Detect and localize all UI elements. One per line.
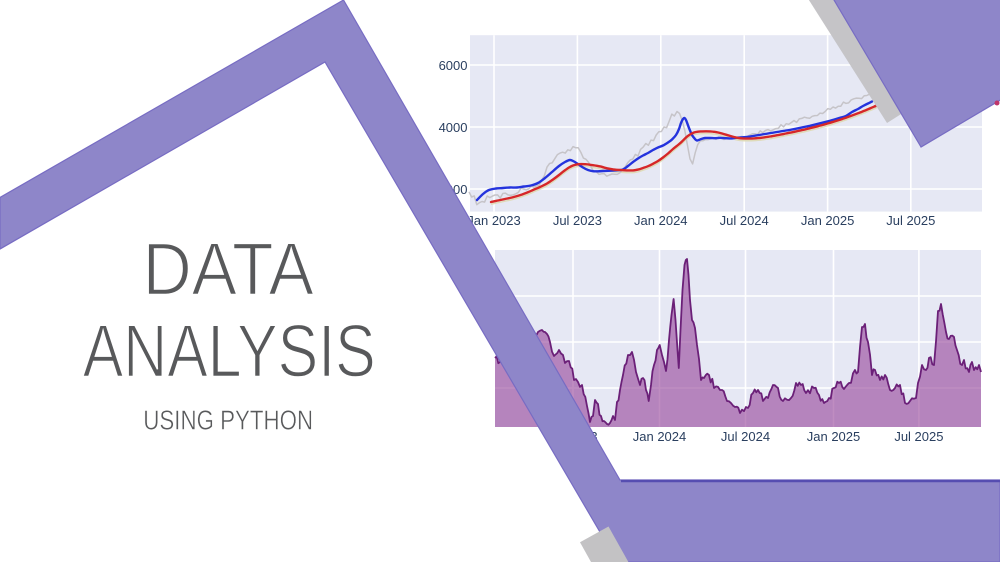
- svg-text:Jan 2023: Jan 2023: [467, 213, 521, 228]
- svg-text:USING PYTHON: USING PYTHON: [143, 405, 313, 436]
- svg-text:Jul 2024: Jul 2024: [720, 213, 769, 228]
- svg-text:Jul 2025: Jul 2025: [894, 429, 943, 444]
- svg-text:Jul 2023: Jul 2023: [553, 213, 602, 228]
- svg-text:Jan 2024: Jan 2024: [633, 429, 687, 444]
- svg-text:4000: 4000: [439, 120, 468, 135]
- svg-text:Jan 2025: Jan 2025: [807, 429, 861, 444]
- svg-text:Jan 2024: Jan 2024: [634, 213, 688, 228]
- svg-text:ANALYSIS: ANALYSIS: [83, 311, 376, 393]
- svg-text:Jul 2025: Jul 2025: [886, 213, 935, 228]
- svg-text:Jan 2025: Jan 2025: [801, 213, 855, 228]
- svg-text:Jul 2024: Jul 2024: [721, 429, 770, 444]
- svg-text:DATA: DATA: [143, 229, 315, 311]
- svg-text:6000: 6000: [439, 58, 468, 73]
